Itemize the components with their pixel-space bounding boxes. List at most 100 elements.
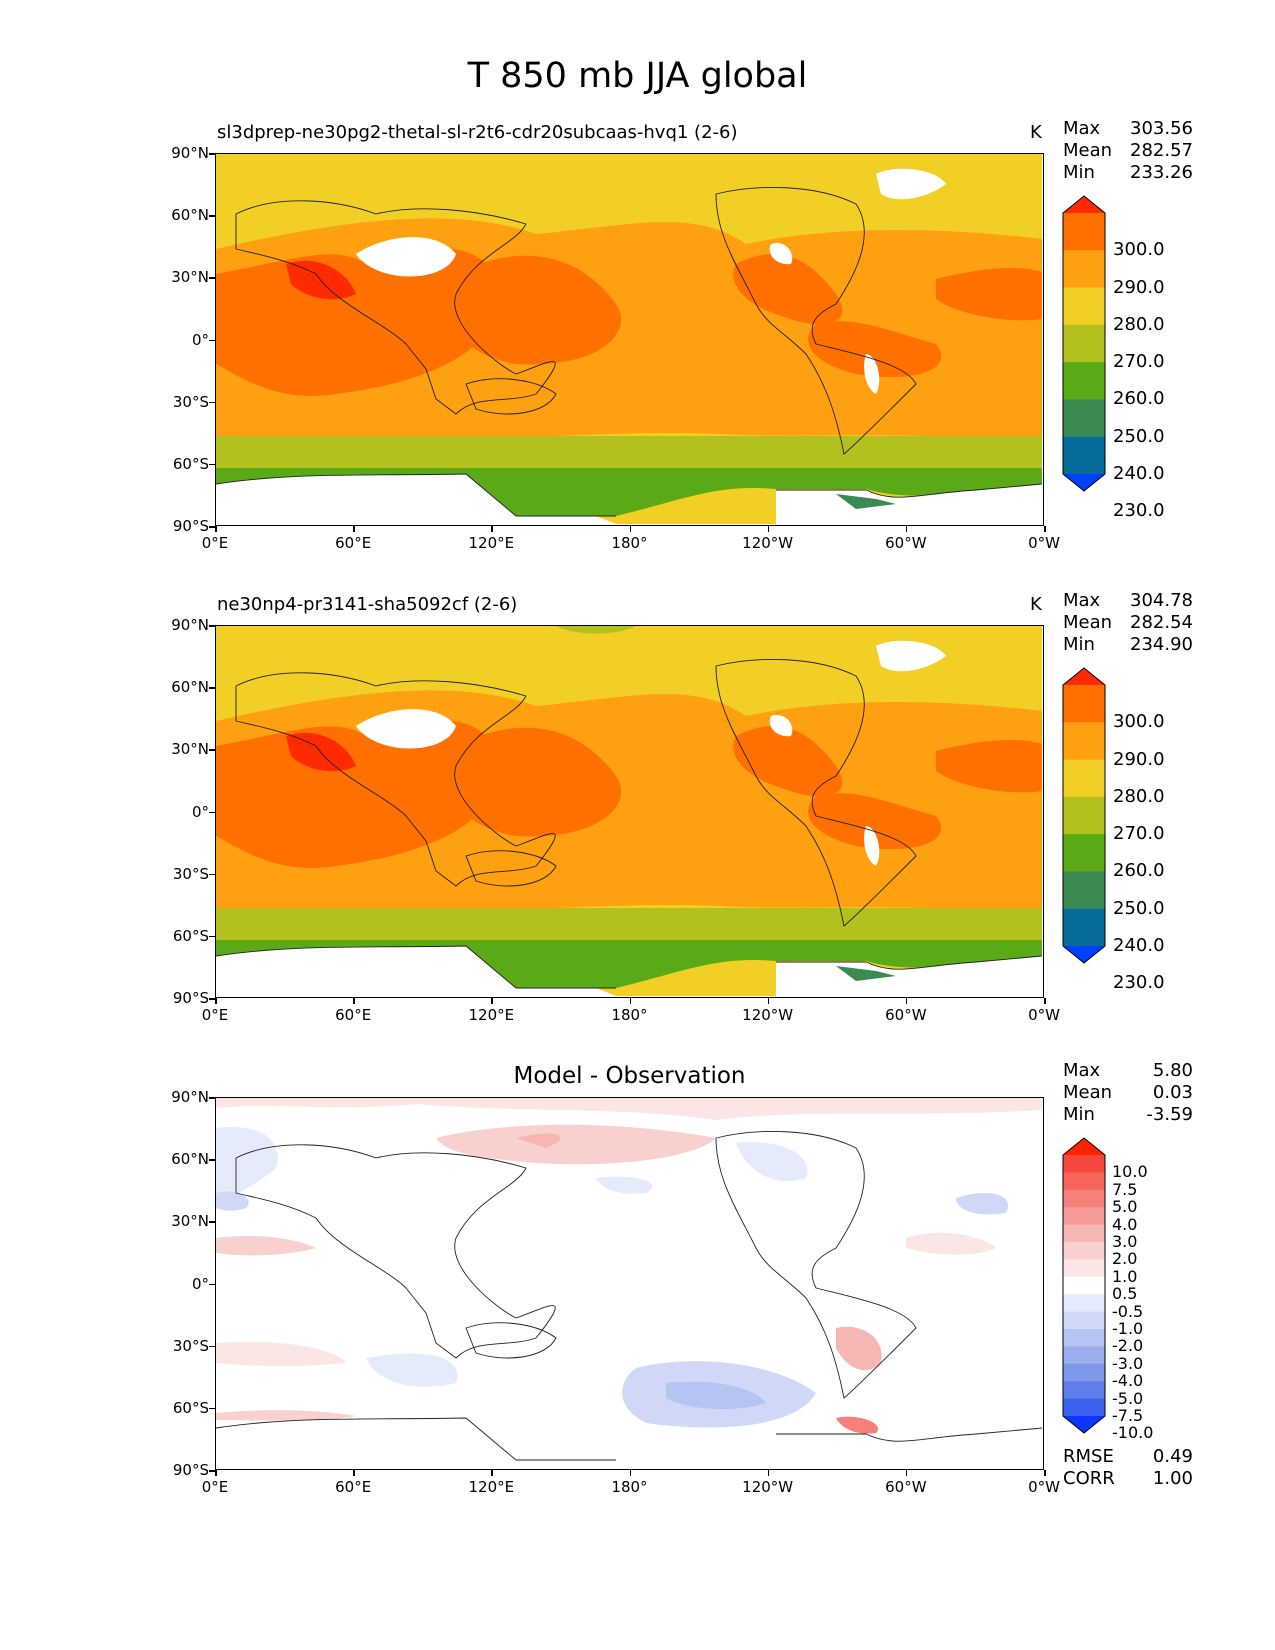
colorbar-label: 280.0 [1113, 785, 1165, 807]
lon-tick-mark [353, 526, 355, 532]
colorbar-extend-bottom [1063, 474, 1105, 491]
warm-namerica [733, 726, 843, 797]
panel2-map [215, 625, 1044, 998]
colorbar-segment [1063, 796, 1105, 835]
rmse-value: 0.49 [1152, 1446, 1193, 1467]
rockies-white [769, 243, 793, 265]
lon-tick-label: 180° [611, 1006, 648, 1024]
lon-tick-mark [905, 998, 908, 1004]
lon-tick-mark [629, 1470, 631, 1476]
colorbar-segment [1063, 324, 1105, 363]
panel1-map [215, 153, 1044, 526]
tibet-white [356, 237, 456, 277]
band-260 [216, 436, 1042, 468]
lon-tick-label: 120°W [742, 1006, 794, 1024]
diff-trop-atl-pos [906, 1232, 996, 1255]
lat-tick-label: 30°S [172, 392, 209, 411]
stat-mean-label: Mean [1063, 140, 1113, 161]
warm-africa [216, 248, 499, 397]
lat-tick-label: 0° [191, 802, 209, 821]
colorbar-segment [1063, 759, 1105, 798]
lon-tick-label: 0°E [201, 1006, 229, 1024]
greenland-white [876, 168, 946, 200]
greenland-white [876, 640, 946, 672]
lon-tick-mark [215, 526, 217, 532]
lon-tick-label: 120°W [742, 534, 794, 552]
stat-min-label: Min [1063, 1104, 1095, 1125]
corr-label: CORR [1063, 1468, 1115, 1489]
lat-tick-label: 30°S [172, 864, 209, 883]
lat-tick-label: 60°S [172, 926, 209, 945]
lat-tick-mark [209, 277, 215, 279]
coastline-australia [465, 1322, 557, 1359]
colorbar-label: -2.0 [1112, 1336, 1144, 1356]
lon-tick-mark [629, 526, 631, 532]
diff-europe-neg [216, 1127, 278, 1203]
diff-siberia-pos [436, 1124, 716, 1165]
lat-tick-label: 0° [191, 1274, 209, 1293]
warm-samerica [808, 793, 942, 850]
lat-tick-mark [209, 1097, 215, 1099]
colorbar-segment [1063, 250, 1105, 289]
coastline-australia [465, 850, 557, 887]
andes-white [864, 354, 880, 394]
lat-tick-label: 90°S [172, 517, 209, 535]
stat-mean-value: 282.57 [1130, 140, 1193, 161]
lon-tick-label: 60°W [885, 1478, 927, 1496]
lon-tick-label: 120°W [742, 1478, 794, 1496]
stat-min-value: -3.59 [1146, 1104, 1193, 1125]
lat-tick-label: 0° [191, 330, 209, 349]
band-250 [216, 468, 1042, 516]
stat-min-value: 233.26 [1130, 162, 1193, 183]
colorbar-label: 260.0 [1113, 860, 1165, 882]
stat-mean-label: Mean [1063, 612, 1113, 633]
stat-max-value: 303.56 [1130, 118, 1193, 139]
lon-tick-label: 120°E [468, 1478, 515, 1496]
colorbar-segment [1063, 1363, 1105, 1382]
coastlines-eurasia-africa [235, 672, 556, 887]
lat-tick-mark [209, 749, 215, 751]
lon-tick-mark [767, 526, 770, 532]
diff-ross-neg-2 [666, 1381, 766, 1410]
lat-tick-label: 90°N [171, 616, 209, 634]
panel3-error-stats: RMSE 0.49 CORR 1.00 [1063, 1446, 1193, 1490]
lon-tick-mark [1044, 1470, 1046, 1476]
colorbar-label: -7.5 [1112, 1406, 1144, 1425]
panel1-colorbar [1062, 195, 1106, 492]
colorbar-label: 270.0 [1113, 351, 1165, 373]
lon-tick-mark [353, 998, 355, 1004]
lon-tick-mark [353, 1470, 355, 1476]
stat-mean-label: Mean [1063, 1082, 1113, 1103]
stat-mean-value: 282.54 [1130, 612, 1193, 633]
stat-min-value: 234.90 [1130, 634, 1193, 655]
stat-min-label: Min [1063, 162, 1095, 183]
colorbar-segment [1063, 362, 1105, 400]
diff-namerica-neg [736, 1142, 808, 1182]
panel2-units: K [1030, 594, 1042, 615]
colorbar-label: 4.0 [1112, 1214, 1138, 1234]
lat-tick-mark [209, 687, 215, 689]
colorbar-segment [1063, 834, 1105, 872]
tibet-white [356, 709, 456, 749]
colorbar-label: -4.0 [1112, 1371, 1144, 1391]
colorbar-label: -0.5 [1112, 1301, 1144, 1321]
colorbar-label: 3.0 [1112, 1232, 1138, 1251]
rmse-label: RMSE [1063, 1446, 1114, 1467]
panel2-subtitle: ne30np4-pr3141-sha5092cf (2-6) [217, 594, 518, 615]
lon-tick-label: 0°E [201, 534, 229, 552]
colorbar-segment [1063, 1172, 1105, 1191]
stat-max-label: Max [1063, 118, 1101, 139]
stat-max-label: Max [1063, 590, 1101, 611]
colorbar-segment [1063, 1224, 1105, 1243]
colorbar-segment [1063, 1259, 1105, 1278]
lat-tick-label: 60°N [171, 206, 209, 225]
warm-atlantic [936, 740, 1042, 793]
antarctic-white-2 [776, 484, 1042, 524]
colorbar-label: 0.5 [1112, 1284, 1138, 1304]
lon-tick-mark [215, 998, 217, 1004]
colorbar-label: 250.0 [1113, 897, 1165, 919]
lat-tick-mark [209, 339, 215, 341]
lon-tick-label: 60°E [335, 1006, 372, 1024]
lat-tick-mark [209, 1221, 215, 1223]
lon-tick-label: 0°W [1028, 1478, 1060, 1496]
